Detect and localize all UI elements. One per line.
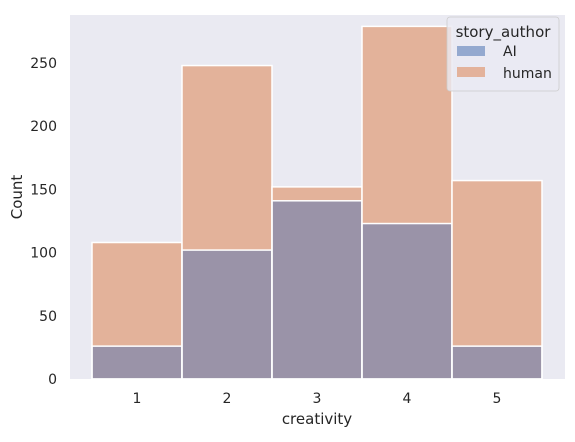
legend-swatch-ai <box>457 46 485 56</box>
bar-overlap-2 <box>182 250 272 379</box>
y-tick-label-100: 100 <box>30 246 57 262</box>
y-tick-label-150: 150 <box>30 182 57 198</box>
y-tick-labels: 0 50 100 150 200 250 <box>30 56 57 388</box>
x-tick-label-2: 2 <box>223 391 232 407</box>
legend: story_author AI human <box>446 16 560 92</box>
y-axis-label: Count <box>8 175 26 220</box>
bars-layer <box>91 25 543 380</box>
bar-upper-3 <box>272 186 362 201</box>
legend-title: story_author <box>456 23 552 42</box>
x-tick-labels: 1 2 3 4 5 <box>133 391 502 407</box>
bar-overlap-3 <box>272 200 362 379</box>
y-tick-label-50: 50 <box>39 309 57 325</box>
bar-upper-4 <box>362 26 452 224</box>
bar-upper-2 <box>182 65 272 251</box>
bar-ai-5 <box>451 345 543 380</box>
y-tick-label-250: 250 <box>30 56 57 72</box>
bar-overlap-1 <box>92 346 182 379</box>
x-tick-label-4: 4 <box>403 391 412 407</box>
x-tick-label-1: 1 <box>133 391 142 407</box>
legend-label-human: human <box>503 66 552 82</box>
bar-upper-5 <box>452 180 542 347</box>
y-tick-label-200: 200 <box>30 119 57 135</box>
bar-overlap-5 <box>452 346 542 379</box>
legend-swatch-human <box>457 67 485 77</box>
x-tick-label-3: 3 <box>313 391 322 407</box>
bar-upper-1 <box>92 242 182 347</box>
legend-label-ai: AI <box>503 44 517 60</box>
bar-overlap-4 <box>362 223 452 379</box>
x-tick-label-5: 5 <box>493 391 502 407</box>
y-tick-label-0: 0 <box>48 372 57 388</box>
x-axis-label: creativity <box>282 410 352 428</box>
